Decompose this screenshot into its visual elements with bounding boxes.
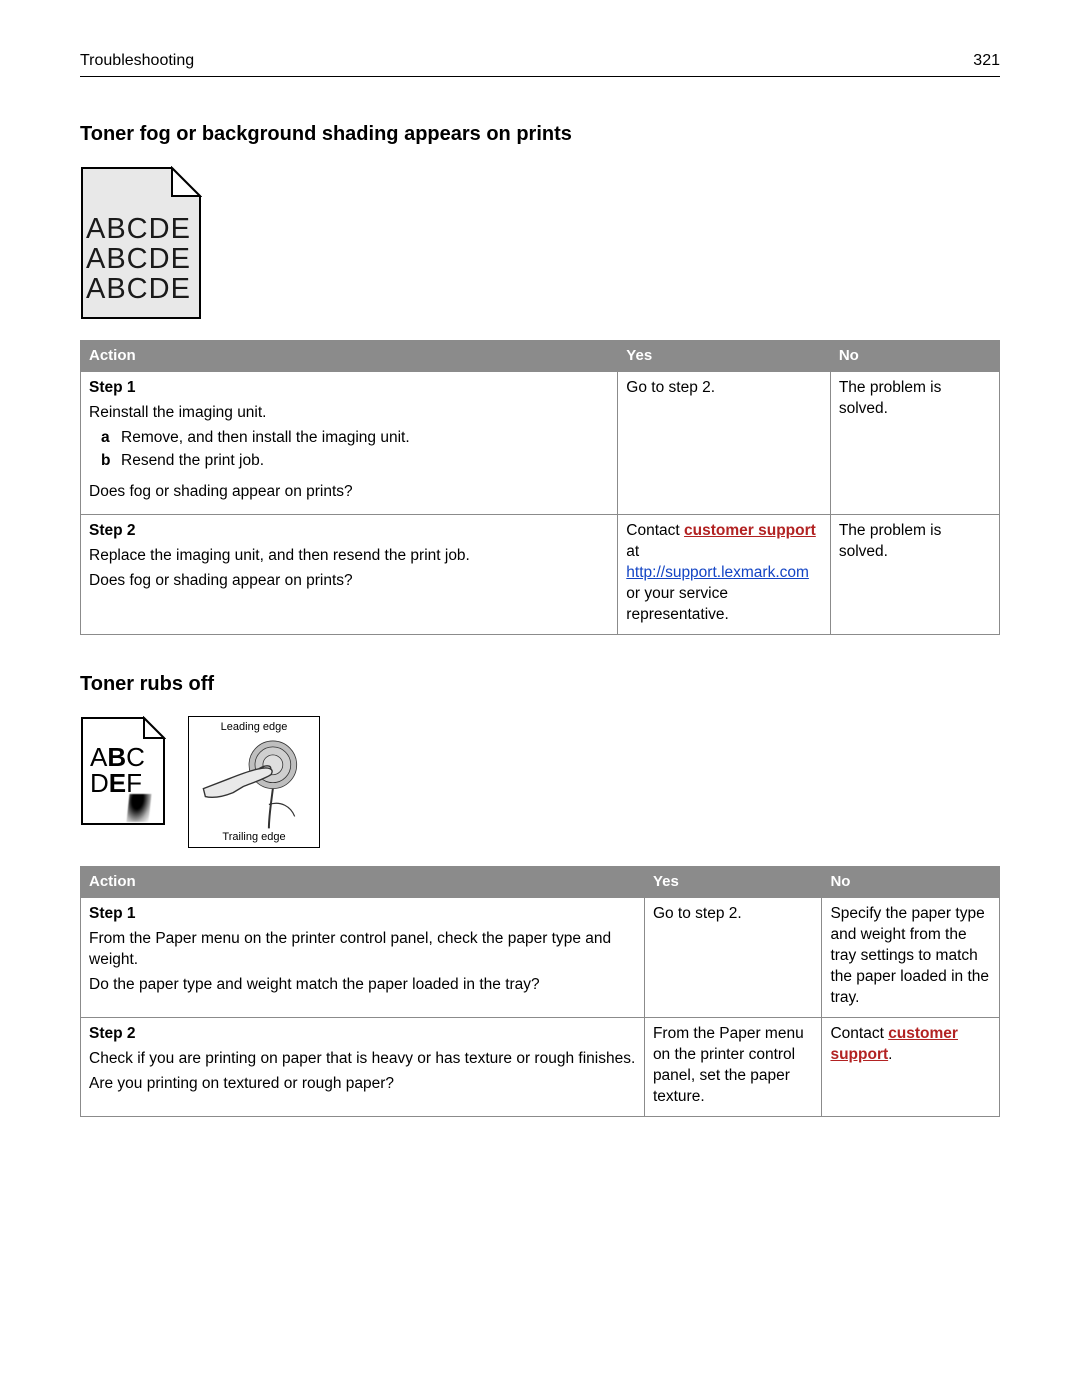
substep-text: Remove, and then install the imaging uni… — [121, 428, 410, 449]
glyph: D — [90, 768, 109, 798]
figure-toner-fog: ABCDE ABCDE ABCDE — [80, 166, 202, 320]
step-question: Does fog or shading appear on prints? — [89, 482, 609, 503]
document-page: Troubleshooting 321 Toner fog or backgro… — [0, 0, 1080, 1397]
th-action: Action — [81, 340, 618, 371]
customer-support-link[interactable]: customer support — [684, 522, 816, 539]
cell-no: Specify the paper type and weight from t… — [822, 898, 1000, 1018]
step-intro: Check if you are printing on paper that … — [89, 1049, 636, 1070]
yes-prefix: Contact — [626, 522, 684, 539]
substep: b Resend the print job. — [101, 451, 609, 472]
cell-no: The problem is solved. — [830, 371, 999, 515]
section2-title: Toner rubs off — [80, 671, 1000, 698]
step-question: Are you printing on textured or rough pa… — [89, 1074, 636, 1095]
sample-print-text: ABCDE ABCDE ABCDE — [86, 214, 191, 305]
substep-letter: a — [101, 428, 121, 449]
table-row: Step 1 Reinstall the imaging unit. a Rem… — [81, 371, 1000, 515]
header-section: Troubleshooting — [80, 50, 194, 72]
table-toner-rub: Action Yes No Step 1 From the Paper menu… — [80, 866, 1000, 1117]
sample-line: ABCDE — [86, 274, 191, 304]
step-label: Step 2 — [89, 1024, 636, 1045]
no-suffix: . — [888, 1046, 892, 1063]
th-yes: Yes — [618, 340, 831, 371]
table-row: Step 2 Replace the imaging unit, and the… — [81, 515, 1000, 635]
yes-suffix: or your service representative. — [626, 585, 729, 623]
table-toner-fog: Action Yes No Step 1 Reinstall the imagi… — [80, 340, 1000, 635]
substep-text: Resend the print job. — [121, 451, 264, 472]
section1-title: Toner fog or background shading appears … — [80, 121, 1000, 148]
cell-yes: From the Paper menu on the printer contr… — [644, 1017, 822, 1116]
cell-yes: Go to step 2. — [618, 371, 831, 515]
figure-toner-rub: ABC DEF Leading edge — [80, 716, 1000, 848]
yes-mid: at — [626, 543, 639, 560]
support-url-link[interactable]: http://support.lexmark.com — [626, 564, 809, 581]
step-label: Step 1 — [89, 904, 636, 925]
sample-line: ABCDE — [86, 244, 191, 274]
step-question: Do the paper type and weight match the p… — [89, 975, 636, 996]
leading-edge-label: Leading edge — [221, 720, 288, 735]
sample-line: ABCDE — [86, 214, 191, 244]
th-no: No — [830, 340, 999, 371]
th-action: Action — [81, 867, 645, 898]
header-page-number: 321 — [973, 50, 1000, 72]
table-row: Step 2 Check if you are printing on pape… — [81, 1017, 1000, 1116]
glyph-bold: E — [109, 768, 126, 798]
th-yes: Yes — [644, 867, 822, 898]
table-row: Step 1 From the Paper menu on the printe… — [81, 898, 1000, 1018]
trailing-edge-label: Trailing edge — [222, 830, 285, 845]
step-intro: Replace the imaging unit, and then resen… — [89, 546, 609, 567]
cell-yes: Contact customer support at http://suppo… — [618, 515, 831, 635]
substep-letter: b — [101, 451, 121, 472]
toner-smudge-icon — [127, 794, 152, 822]
cell-no: Contact customer support. — [822, 1017, 1000, 1116]
substep: a Remove, and then install the imaging u… — [101, 428, 609, 449]
step-question: Does fog or shading appear on prints? — [89, 571, 609, 592]
hand-flower-icon — [199, 735, 309, 830]
step-intro: From the Paper menu on the printer contr… — [89, 929, 636, 971]
running-header: Troubleshooting 321 — [80, 50, 1000, 77]
step-label: Step 1 — [89, 378, 609, 399]
paper-sample-icon: ABC DEF — [80, 716, 166, 826]
cell-no: The problem is solved. — [830, 515, 999, 635]
step-intro: Reinstall the imaging unit. — [89, 403, 609, 424]
step-label: Step 2 — [89, 521, 609, 542]
no-prefix: Contact — [830, 1025, 888, 1042]
cell-yes: Go to step 2. — [644, 898, 822, 1018]
th-no: No — [822, 867, 1000, 898]
leading-trailing-diagram: Leading edge Trailing edge — [188, 716, 320, 848]
